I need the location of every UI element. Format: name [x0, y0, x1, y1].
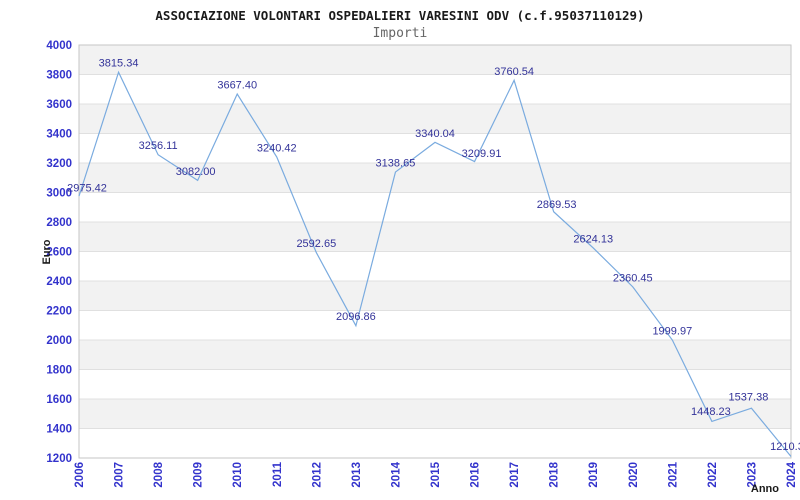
y-axis-tick-labels: 1200 1400 1600 1800 2000 2200 2400 2600 2800 3000… — [46, 40, 72, 465]
plot-band — [79, 428, 791, 458]
y-axis-title: Euro — [41, 239, 53, 264]
y-tick-label: 1200 — [46, 453, 72, 465]
data-label: 3340.04 — [415, 128, 455, 140]
x-tick-label: 2024 — [786, 461, 798, 487]
y-tick-label: 4000 — [46, 40, 72, 52]
plot-band — [79, 74, 791, 104]
x-tick-label: 2010 — [232, 462, 244, 488]
chart-subtitle: Importi — [372, 26, 428, 41]
data-label: 2624.13 — [573, 233, 613, 245]
plot-band — [79, 340, 791, 370]
y-tick-label: 2200 — [46, 306, 72, 318]
x-tick-label: 2022 — [707, 462, 719, 488]
y-tick-label: 2000 — [46, 335, 72, 347]
x-tick-label: 2021 — [667, 461, 679, 487]
x-tick-label: 2007 — [114, 462, 126, 488]
data-label: 3082.00 — [176, 166, 216, 178]
plot-band — [79, 192, 791, 222]
x-tick-label: 2014 — [390, 461, 402, 487]
plot-band — [79, 281, 791, 311]
data-label: 2975.42 — [67, 183, 107, 195]
data-label: 3667.40 — [217, 80, 257, 92]
plot-band — [79, 45, 791, 75]
data-label: 3760.54 — [494, 66, 534, 78]
x-tick-label: 2011 — [272, 461, 284, 487]
plot-border — [78, 44, 792, 459]
y-tick-label: 2600 — [46, 247, 72, 259]
x-tick-label: 2013 — [351, 462, 363, 488]
plot-bands — [79, 45, 791, 458]
x-tick-label: 2015 — [430, 461, 442, 487]
plot-band — [79, 163, 791, 193]
x-tick-label: 2020 — [628, 462, 640, 488]
plot-band — [79, 133, 791, 163]
data-label: 1537.38 — [729, 392, 769, 404]
x-tick-label: 2017 — [509, 462, 521, 488]
data-label: 1210.3 — [770, 441, 800, 453]
y-tick-label: 3600 — [46, 99, 72, 111]
x-tick-label: 2012 — [311, 462, 323, 488]
x-tick-label: 2023 — [746, 462, 758, 488]
y-tick-label: 2800 — [46, 217, 72, 229]
plot-band — [79, 222, 791, 252]
data-label: 3256.11 — [139, 140, 178, 152]
plot-band — [79, 251, 791, 281]
x-axis-title: Anno — [751, 483, 779, 495]
data-label: 3815.34 — [99, 58, 139, 70]
plot-band — [79, 369, 791, 399]
y-tick-label: 1600 — [46, 394, 72, 406]
data-point-labels: 2975.42 3815.34 3256.11 3082.00 3667.40 3240.… — [67, 58, 800, 453]
plot-band — [79, 310, 791, 340]
data-label: 3240.42 — [257, 143, 297, 155]
data-label: 2360.45 — [613, 272, 653, 284]
series-line-importi — [78, 70, 792, 457]
x-tick-label: 2016 — [470, 462, 482, 488]
x-tick-label: 2018 — [549, 461, 561, 487]
data-label: 2592.65 — [296, 238, 336, 250]
y-tick-label: 3800 — [46, 70, 72, 82]
plot-band — [79, 104, 791, 134]
plot-band — [79, 399, 791, 429]
data-label: 2869.53 — [537, 199, 577, 211]
y-tick-label: 3400 — [46, 129, 72, 141]
data-label: 3138.65 — [376, 158, 416, 170]
data-label: 1448.23 — [691, 406, 731, 418]
x-axis-tick-labels: 2006 2007 2008 2009 2010 2011 2012 2013 2014 2015… — [74, 461, 798, 487]
y-tick-label: 1400 — [46, 424, 72, 436]
x-tick-label: 2006 — [74, 462, 86, 488]
y-tick-label: 1800 — [46, 365, 72, 377]
y-tick-label: 2400 — [46, 276, 72, 288]
x-tick-label: 2009 — [193, 462, 205, 488]
x-tick-label: 2019 — [588, 462, 600, 488]
y-tick-label: 3200 — [46, 158, 72, 170]
chart-title: ASSOCIAZIONE VOLONTARI OSPEDALIERI VARES… — [155, 8, 645, 23]
y-tick-label: 3000 — [46, 188, 72, 200]
x-tick-label: 2008 — [153, 461, 165, 487]
data-label: 1999.97 — [652, 326, 692, 338]
data-label: 3209.91 — [462, 148, 502, 160]
data-label: 2096.86 — [336, 311, 376, 323]
